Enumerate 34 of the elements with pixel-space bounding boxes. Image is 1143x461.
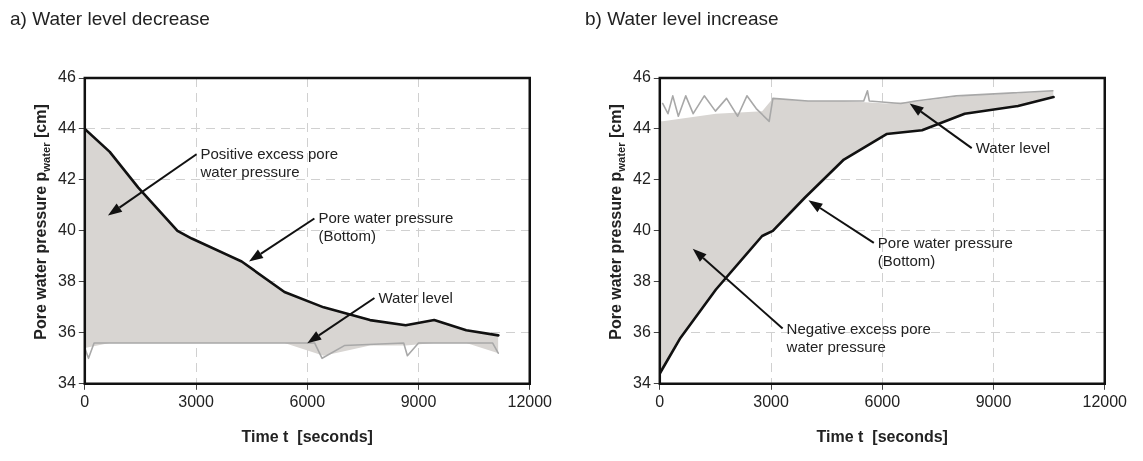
- y-tick-label: 38: [58, 272, 76, 290]
- y-tick-label: 44: [633, 119, 651, 137]
- y-tick-label: 36: [633, 323, 651, 341]
- y-tick-label: 36: [58, 323, 76, 341]
- x-axis-title: Time t [seconds]: [241, 428, 373, 446]
- x-tick-label: 9000: [400, 392, 437, 410]
- y-tick-label: 46: [633, 68, 651, 86]
- annotation: Water level: [378, 289, 454, 307]
- y-tick-label: 38: [633, 272, 651, 290]
- y-tick-label: 44: [58, 119, 76, 137]
- y-tick-label: 46: [58, 68, 76, 86]
- x-tick-label: 0: [655, 392, 665, 410]
- annotation: Pore water pressure (Bottom): [877, 233, 1014, 270]
- y-tick-label: 40: [58, 221, 76, 239]
- y-tick-label: 34: [633, 374, 651, 392]
- chart-title: b) Water level increase: [585, 8, 779, 30]
- y-tick-label: 42: [633, 170, 651, 188]
- y-tick-label: 40: [633, 221, 651, 239]
- x-tick-label: 6000: [289, 392, 326, 410]
- x-tick-label: 3000: [753, 392, 789, 410]
- x-tick-label: 6000: [864, 392, 901, 410]
- y-tick-label: 42: [58, 170, 76, 188]
- x-tick-label: 12000: [1082, 392, 1128, 410]
- annotation: Negative excess pore water pressure: [786, 319, 932, 356]
- annotation: Pore water pressure (Bottom): [318, 209, 455, 246]
- x-tick-label: 0: [80, 392, 90, 410]
- annotation: Positive excess pore water pressure: [200, 145, 340, 182]
- x-tick-label: 9000: [975, 392, 1012, 410]
- chart-title: a) Water level decrease: [10, 8, 210, 30]
- x-axis-title: Time t [seconds]: [816, 428, 948, 446]
- x-tick-label: 12000: [507, 392, 553, 410]
- x-tick-label: 3000: [178, 392, 214, 410]
- y-tick-label: 34: [58, 374, 76, 392]
- annotation: Water level: [975, 139, 1052, 158]
